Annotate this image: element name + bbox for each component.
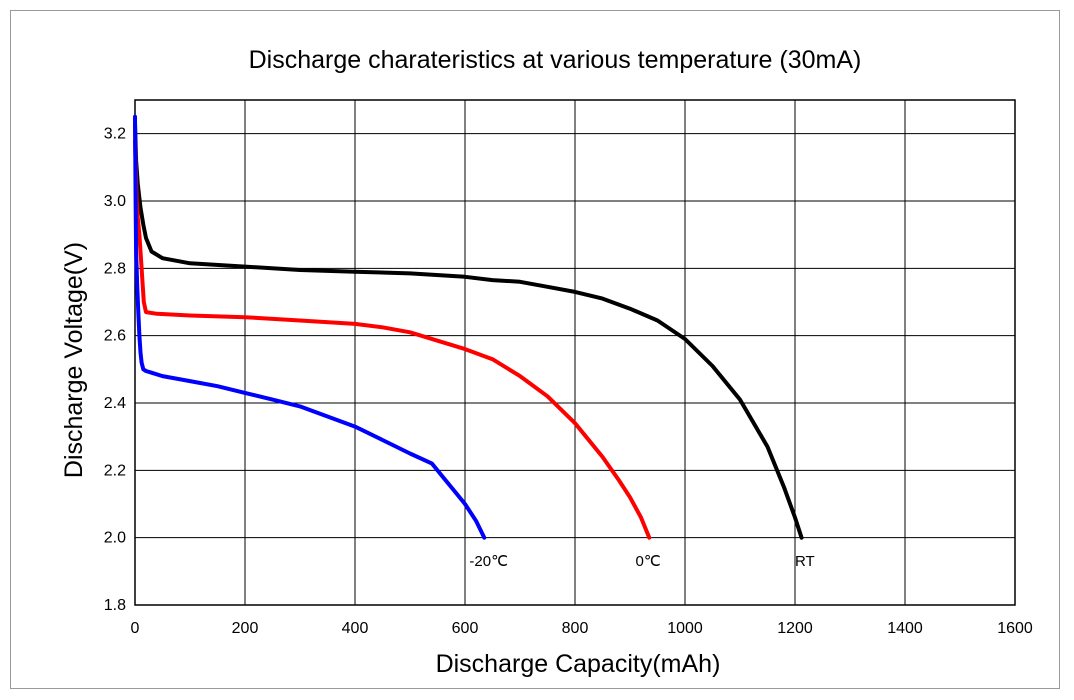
x-tick-label: 600	[452, 620, 479, 637]
series-labels: -20℃ 0℃ RT	[469, 553, 814, 570]
x-tick-label: 1200	[777, 620, 813, 637]
y-tick-label: 2.8	[104, 260, 126, 277]
x-tick-label: 1600	[997, 620, 1033, 637]
chart-title: Discharge charateristics at various temp…	[249, 46, 862, 74]
series-end-label: 0℃	[636, 553, 661, 570]
x-tick-label: 1000	[667, 620, 703, 637]
y-tick-label: 2.4	[104, 395, 126, 412]
x-tick-label: 800	[562, 620, 589, 637]
x-tick-label: 200	[232, 620, 259, 637]
y-axis-title: Discharge Voltage(V)	[60, 242, 88, 478]
tick-labels: 0 200 400 600 800 1000 1200 1400 1600 1.8 2.0 2.2 2.…	[104, 126, 1033, 637]
series-line-0	[133, 138, 652, 540]
series-end-label: RT	[795, 553, 815, 570]
series-line-rt	[133, 121, 804, 540]
y-tick-label: 2.6	[104, 328, 126, 345]
plot-border	[134, 99, 1016, 606]
y-tick-label: 2.2	[104, 462, 126, 479]
series-layer	[133, 114, 804, 540]
x-tick-label: 1400	[887, 620, 923, 637]
x-tick-label: 0	[131, 620, 140, 637]
y-tick-label: 2.0	[104, 530, 126, 547]
y-tick-label: 3.2	[104, 126, 126, 143]
series-line--20	[133, 114, 487, 540]
y-tick-label: 1.8	[104, 597, 126, 614]
x-axis-title: Discharge Capacity(mAh)	[436, 650, 721, 678]
y-tick-label: 3.0	[104, 193, 126, 210]
series-end-label: -20℃	[469, 553, 508, 570]
x-tick-label: 400	[342, 620, 369, 637]
